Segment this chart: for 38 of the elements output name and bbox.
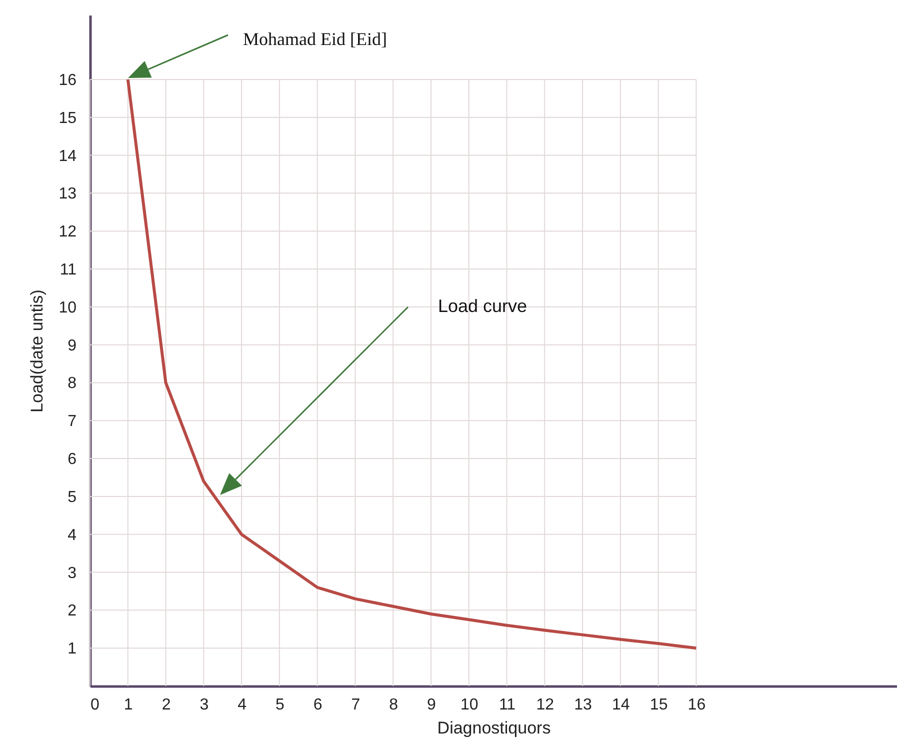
x-tick-label: 8 (389, 696, 398, 714)
x-tick-label: 3 (200, 696, 209, 714)
y-tick-label: 4 (68, 526, 77, 544)
line-series (126, 78, 698, 650)
x-tick-label: 11 (498, 696, 516, 714)
x-tick-label: 9 (427, 696, 436, 714)
y-tick-label: 13 (58, 186, 77, 203)
y-tick-label: 9 (68, 337, 77, 354)
y-tick-label: 1 (68, 640, 77, 658)
x-tick-label: 16 (688, 696, 706, 714)
x-tick-label: 0 (90, 696, 100, 714)
y-tick-label: 14 (58, 148, 77, 165)
y-tick-label: 12 (58, 224, 77, 241)
y-tick-label: 8 (68, 375, 77, 392)
y-tick-label: 3 (68, 564, 77, 582)
annotation: Load curve (438, 296, 528, 316)
y-tick-label: 15 (58, 110, 77, 127)
x-tick-label: 15 (650, 696, 668, 714)
y-tick-label: 7 (68, 413, 77, 430)
x-tick-label: 1 (124, 696, 133, 714)
y-tick-label: 11 (60, 261, 77, 278)
x-axis-title: Diagnostiquors (437, 718, 551, 738)
x-tick-label: 6 (313, 696, 322, 714)
x-tick-label: 7 (351, 696, 360, 714)
y-axis-title: Load(date untis) (28, 290, 47, 412)
annotation: Mohamad Eid [Eid] (243, 29, 387, 49)
y-tick-label: 16 (58, 72, 77, 89)
y-tick-label: 5 (68, 488, 77, 506)
x-tick-label: 14 (612, 696, 630, 714)
y-tick-label: 10 (58, 299, 77, 316)
y-tick-label: 2 (68, 602, 77, 620)
y-tick-label: 6 (68, 451, 77, 468)
x-tick-label: 5 (275, 696, 284, 714)
x-tick-label: 12 (536, 696, 554, 714)
x-tick-label: 10 (460, 696, 478, 714)
x-tick-label: 13 (574, 696, 592, 714)
x-tick-label: 4 (238, 696, 247, 714)
x-tick-label: 2 (162, 696, 171, 714)
